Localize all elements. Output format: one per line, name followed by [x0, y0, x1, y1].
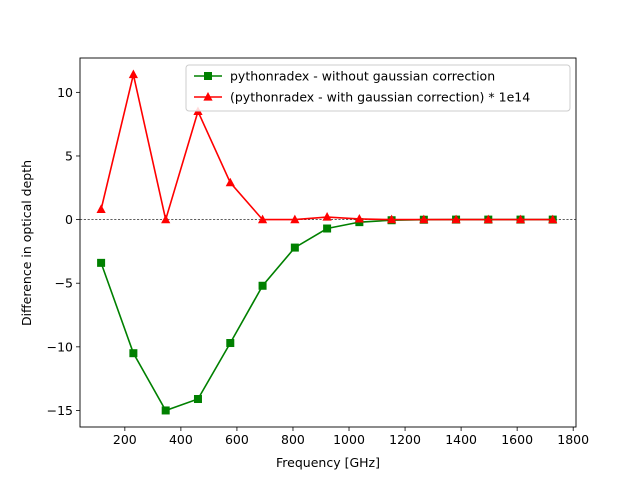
series-1-point: [97, 258, 106, 267]
y-tick-label: −5: [55, 276, 73, 291]
series-1-point: [161, 406, 170, 415]
legend: pythonradex - without gaussian correctio…: [185, 64, 571, 112]
x-tick-label: 800: [281, 432, 305, 447]
x-axis-label: Frequency [GHz]: [276, 455, 380, 470]
legend-label-1: pythonradex - without gaussian correctio…: [230, 69, 495, 84]
series-1-point: [323, 224, 332, 233]
series-2-point: [128, 69, 138, 79]
x-tick-label: 600: [225, 432, 249, 447]
x-tick-label: 1800: [557, 432, 589, 447]
x-tick-label: 1000: [333, 432, 365, 447]
series-2-point: [548, 214, 558, 224]
series-2-point: [387, 214, 397, 224]
series-2-point: [257, 214, 268, 224]
legend-label-2: (pythonradex - with gaussian correction)…: [230, 90, 530, 105]
y-tick-label: 0: [65, 212, 73, 227]
legend-marker-1: [204, 72, 212, 80]
plot-area: [80, 69, 576, 415]
x-tick-label: 200: [113, 432, 137, 447]
series-1-point: [290, 243, 299, 252]
series-2-point: [161, 214, 171, 224]
y-tick-label: 5: [65, 148, 73, 163]
series-1-point: [129, 349, 138, 358]
x-tick-label: 1600: [501, 432, 533, 447]
series-2-point: [96, 204, 106, 214]
series-2-point: [451, 214, 461, 224]
series-2-point: [322, 212, 332, 221]
x-tick-label: 400: [169, 432, 193, 447]
series-2-point: [354, 213, 364, 223]
series-2-point: [515, 214, 526, 224]
series-1-point: [258, 281, 267, 290]
y-tick-label: −15: [47, 403, 73, 418]
y-axis-label: Difference in optical depth: [19, 160, 34, 326]
series-1-point: [226, 339, 235, 348]
legend-marker-2: [203, 92, 213, 101]
series-2-point: [483, 214, 493, 224]
series-1-point: [193, 395, 202, 404]
series-2-point: [419, 214, 429, 224]
axes-frame: [79, 57, 577, 428]
series-2-point: [290, 214, 300, 224]
axes: 200 400 600 800 1000 1200 1400 1600 1800 −15 −10 −5…: [47, 57, 589, 447]
x-tick-label: 1200: [389, 432, 421, 447]
legend-box: [185, 64, 571, 112]
y-tick-label: 10: [57, 85, 73, 100]
y-tick-label: −10: [47, 339, 73, 354]
series-2-point: [225, 177, 235, 187]
x-tick-label: 1400: [445, 432, 477, 447]
